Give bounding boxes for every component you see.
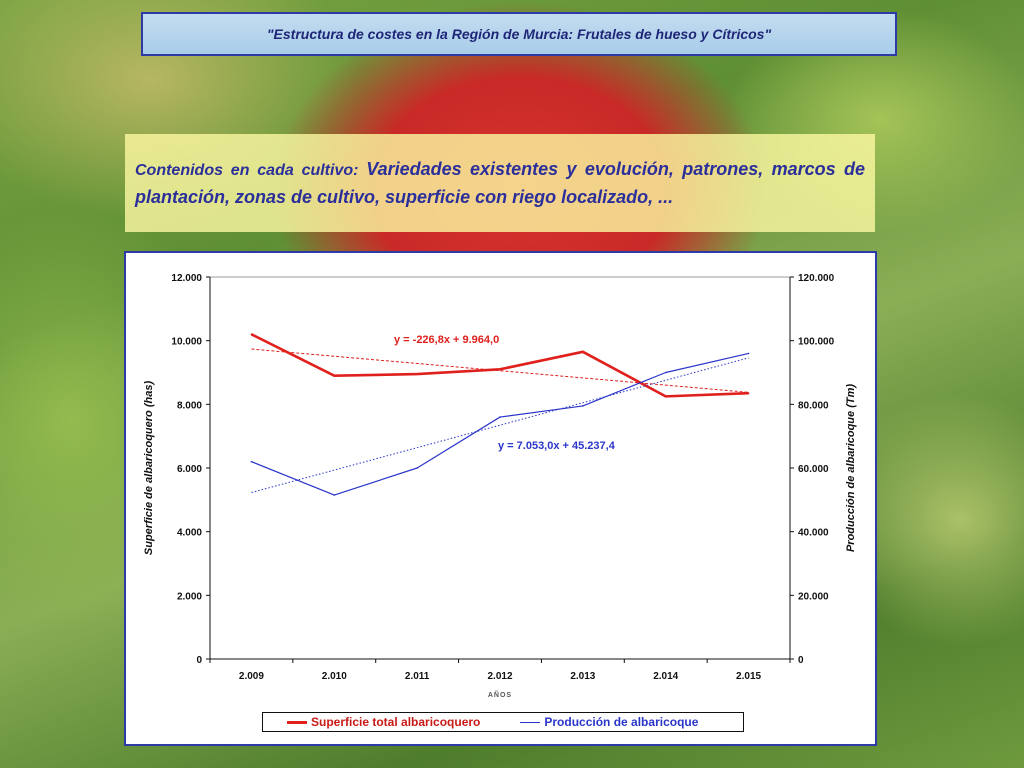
data-point-superficie (499, 368, 501, 371)
data-point-produccion (747, 352, 750, 355)
right-tick-label: 40.000 (798, 528, 829, 539)
data-point-superficie (582, 351, 584, 353)
y-axis-title-left: Superficie de albaricoquero (has) (143, 381, 155, 556)
data-point-produccion (664, 371, 667, 374)
x-axis-title: AÑOS (488, 690, 512, 699)
contents-body: Variedades existentes y evolución, patro… (135, 159, 866, 207)
left-tick-label: 6.000 (177, 464, 202, 475)
x-tick-label: 2.009 (239, 671, 264, 682)
trendline-superficie (251, 348, 749, 393)
trendline-produccion (251, 357, 749, 494)
x-tick-label: 2.014 (653, 671, 678, 682)
x-tick-label: 2.015 (736, 671, 761, 682)
data-point-produccion (582, 405, 584, 407)
series-line-produccion (251, 352, 749, 496)
chart-frame: 0 2.000 4.000 6.000 8.000 10.000 12.000 0 20.000… (124, 251, 877, 746)
right-tick-label: 100.000 (798, 337, 835, 348)
data-point-produccion (333, 494, 336, 496)
chart: 0 2.000 4.000 6.000 8.000 10.000 12.000 0 20.000… (143, 273, 857, 699)
left-tick-label: 0 (196, 655, 202, 666)
data-point-superficie (416, 373, 418, 375)
contents-lead: Contenidos en cada cultivo: (135, 162, 359, 179)
legend-label-superficie: Superficie total albaricoquero (311, 715, 481, 729)
series-line-superficie (250, 333, 749, 398)
legend-swatch-blue (520, 721, 541, 723)
data-point-superficie (250, 333, 253, 336)
left-tick-label: 2.000 (177, 591, 202, 602)
legend-item-produccion: Producción de albaricoque (520, 715, 698, 729)
data-point-produccion (250, 460, 253, 463)
data-point-superficie (333, 374, 336, 377)
data-point-produccion (499, 416, 501, 418)
legend-item-superficie: Superficie total albaricoquero (287, 715, 480, 729)
title-banner: "Estructura de costes en la Región de Mu… (141, 12, 897, 56)
x-tick-label: 2.012 (487, 671, 512, 682)
contents-box: Contenidos en cada cultivo: Variedades e… (125, 134, 875, 232)
legend-label-produccion: Producción de albaricoque (544, 715, 699, 729)
plot-area (209, 276, 791, 660)
trend-equation-superficie: y = -226,8x + 9.964,0 (394, 334, 499, 346)
x-tick-label: 2.013 (570, 671, 595, 682)
data-point-produccion (416, 467, 418, 469)
x-tick-label: 2.010 (322, 671, 347, 682)
right-tick-label: 120.000 (798, 273, 835, 284)
x-tick-label: 2.011 (405, 671, 430, 682)
right-tick-label: 20.000 (798, 591, 829, 602)
trend-equation-produccion: y = 7.053,0x + 45.237,4 (498, 440, 616, 452)
y-axis-title-right: Producción de albaricoque (Tm) (845, 384, 857, 552)
legend-swatch-red (287, 720, 307, 724)
left-tick-label: 10.000 (171, 337, 202, 348)
right-tick-label: 0 (798, 655, 804, 666)
slide-title: "Estructura de costes en la Región de Mu… (266, 26, 772, 42)
right-tick-label: 80.000 (798, 400, 829, 411)
left-tick-label: 12.000 (171, 273, 202, 284)
right-tick-label: 60.000 (798, 464, 829, 475)
left-tick-label: 4.000 (177, 528, 202, 539)
legend: Superficie total albaricoquero Producció… (262, 712, 744, 732)
data-point-superficie (664, 395, 667, 398)
left-tick-label: 8.000 (177, 400, 202, 411)
data-point-superficie (747, 392, 750, 394)
